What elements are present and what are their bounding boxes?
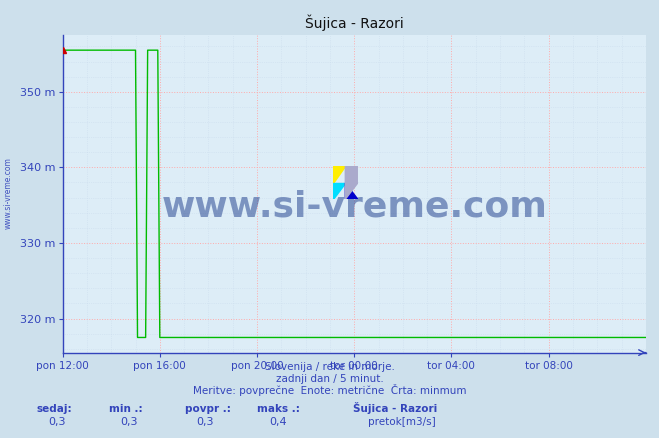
Text: min .:: min .: (109, 404, 142, 414)
Text: 0,3: 0,3 (121, 417, 138, 427)
Polygon shape (333, 183, 345, 199)
Polygon shape (333, 166, 345, 183)
Text: pretok[m3/s]: pretok[m3/s] (368, 417, 436, 427)
Text: www.si-vreme.com: www.si-vreme.com (3, 157, 13, 229)
Text: povpr .:: povpr .: (185, 404, 231, 414)
Polygon shape (345, 183, 358, 199)
Polygon shape (345, 166, 358, 199)
Text: Meritve: povprečne  Enote: metrične  Črta: minmum: Meritve: povprečne Enote: metrične Črta:… (192, 384, 467, 396)
Text: 0,3: 0,3 (48, 417, 66, 427)
Text: sedaj:: sedaj: (36, 404, 72, 414)
Text: Slovenija / reke in morje.: Slovenija / reke in morje. (264, 362, 395, 372)
Text: maks .:: maks .: (257, 404, 300, 414)
Text: Šujica - Razori: Šujica - Razori (353, 402, 437, 414)
Text: www.si-vreme.com: www.si-vreme.com (161, 190, 547, 223)
Text: 0,3: 0,3 (196, 417, 214, 427)
Text: 0,4: 0,4 (269, 417, 287, 427)
Title: Šujica - Razori: Šujica - Razori (305, 14, 403, 31)
Text: zadnji dan / 5 minut.: zadnji dan / 5 minut. (275, 374, 384, 384)
